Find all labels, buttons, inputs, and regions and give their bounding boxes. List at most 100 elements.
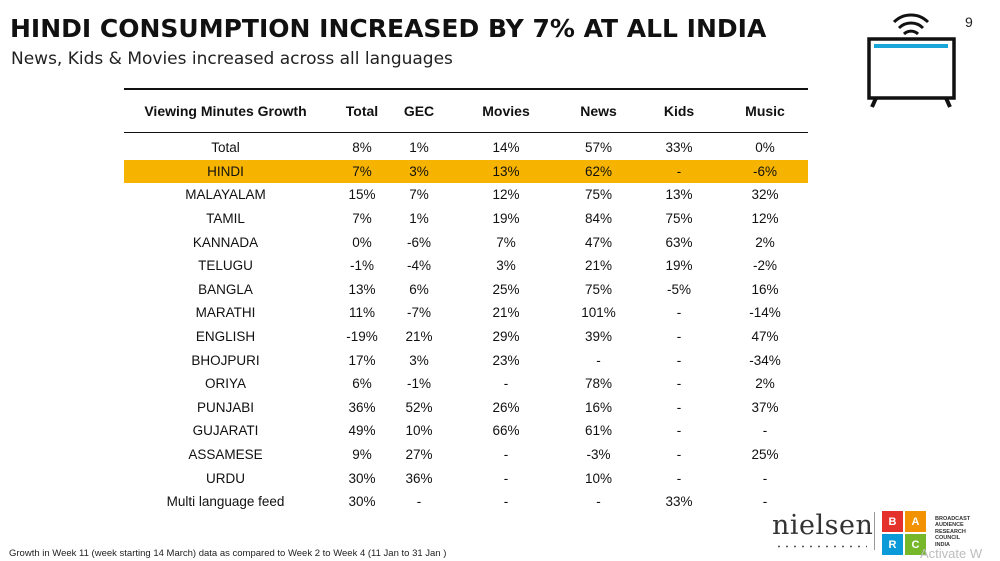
- table-cell: 16%: [584, 399, 613, 415]
- barc-letter-tile: A: [905, 511, 926, 532]
- growth-table: Viewing Minutes Growth Total GEC Movies …: [124, 88, 808, 514]
- table-cell: -: [676, 329, 682, 345]
- table-cell: 1%: [409, 140, 429, 156]
- table-row: TAMIL 7% 1% 19% 84% 75% 12%: [124, 207, 808, 231]
- table-cell: -: [762, 494, 768, 510]
- table-cell: 33%: [665, 494, 693, 510]
- table-row: ORIYA 6% -1% - 78% - 2%: [124, 372, 808, 396]
- table-cell: 66%: [492, 423, 520, 439]
- row-label: TELUGU: [198, 258, 253, 274]
- table-cell: -34%: [749, 352, 781, 368]
- table-cell: 13%: [665, 187, 693, 203]
- barc-letter-tile: B: [882, 511, 903, 532]
- table-cell: -1%: [349, 258, 374, 274]
- table-cell: 63%: [665, 234, 693, 250]
- table-cell: 26%: [492, 399, 520, 415]
- page-title: HINDI CONSUMPTION INCREASED BY 7% AT ALL…: [10, 14, 767, 43]
- row-label: ASSAMESE: [188, 447, 263, 463]
- table-cell: -6%: [752, 163, 777, 179]
- table-header-row: Viewing Minutes Growth Total GEC Movies …: [124, 90, 808, 132]
- table-cell: 57%: [584, 140, 613, 156]
- row-label: PUNJABI: [196, 399, 254, 415]
- table-cell: -: [676, 423, 682, 439]
- table-cell: 0%: [755, 140, 775, 156]
- table-cell: 37%: [751, 399, 779, 415]
- table-row: ENGLISH -19% 21% 29% 39% - 47%: [124, 325, 808, 349]
- table-cell: -5%: [666, 281, 691, 297]
- table-cell: -: [676, 163, 682, 179]
- table-cell: 27%: [405, 447, 433, 463]
- table-cell: -: [762, 470, 768, 486]
- row-label: Multi language feed: [166, 494, 285, 510]
- table-cell: 52%: [405, 399, 433, 415]
- table-cell: 75%: [584, 281, 613, 297]
- table-cell: 36%: [348, 399, 376, 415]
- table-cell: 19%: [492, 211, 520, 227]
- table-cell: -: [503, 494, 509, 510]
- table-cell: -: [503, 447, 509, 463]
- nielsen-logo-dots: [775, 545, 867, 548]
- table-top-rule: [124, 88, 808, 90]
- table-row: GUJARATI 49% 10% 66% 61% - -: [124, 419, 808, 443]
- barc-letter-tile: R: [882, 534, 903, 555]
- table-cell: 17%: [348, 352, 376, 368]
- table-cell: -: [676, 447, 682, 463]
- table-cell: 11%: [348, 305, 376, 321]
- table-cell: 19%: [665, 258, 693, 274]
- table-cell: 3%: [409, 352, 429, 368]
- barc-text-line: AUDIENCE: [935, 522, 964, 529]
- table-cell: -: [596, 494, 601, 510]
- table-cell: 101%: [581, 305, 616, 321]
- table-cell: 30%: [348, 494, 376, 510]
- table-row: Multi language feed 30% - - - 33% -: [124, 490, 808, 514]
- table-cell: 3%: [496, 258, 516, 274]
- table-cell: 13%: [348, 281, 376, 297]
- table-row-highlighted: HINDI 7% 3% 13% 62% - -6%: [124, 159, 808, 184]
- barc-logo-text: BROADCAST AUDIENCE RESEARCH COUNCIL INDIA: [935, 516, 970, 548]
- table-cell: -19%: [346, 329, 378, 345]
- logo-separator: [874, 512, 875, 550]
- row-label: KANNADA: [192, 234, 259, 250]
- column-header: Movies: [482, 103, 530, 119]
- table-cell: -: [676, 305, 682, 321]
- barc-text-line: BROADCAST: [935, 516, 971, 522]
- table-cell: 0%: [352, 234, 372, 250]
- table-cell: 12%: [751, 211, 779, 227]
- column-header: Total: [345, 103, 379, 119]
- tv-icon: [867, 13, 956, 108]
- table-cell: -2%: [752, 258, 777, 274]
- row-label: HINDI: [207, 163, 244, 179]
- table-cell: 7%: [409, 187, 429, 203]
- barc-text-line: INDIA: [935, 541, 950, 548]
- table-cell: 78%: [584, 376, 613, 392]
- table-row: BANGLA 13% 6% 25% 75% -5% 16%: [124, 278, 808, 302]
- row-label: ORIYA: [204, 376, 246, 392]
- table-cell: 32%: [751, 187, 779, 203]
- table-cell: -: [503, 376, 509, 392]
- table-cell: 9%: [352, 447, 372, 463]
- table-cell: 39%: [584, 329, 613, 345]
- table-cell: 21%: [492, 305, 520, 321]
- column-header: Music: [745, 103, 785, 119]
- table-cell: 61%: [584, 423, 613, 439]
- table-row: MALAYALAM 15% 7% 12% 75% 13% 32%: [124, 183, 808, 207]
- table-cell: 21%: [584, 258, 613, 274]
- activate-watermark: Activate W: [920, 546, 983, 561]
- table-cell: 25%: [751, 447, 779, 463]
- table-cell: 36%: [405, 470, 433, 486]
- column-header: News: [580, 103, 617, 119]
- row-label: GUJARATI: [192, 423, 259, 439]
- table-cell: 13%: [492, 163, 520, 179]
- table-body: Total 8% 1% 14% 57% 33% 0% HINDI 7% 3% 13% 62% - -6% M…: [124, 133, 808, 514]
- table-cell: -: [762, 423, 768, 439]
- row-label: TAMIL: [206, 211, 245, 227]
- table-header-rule: [124, 132, 808, 133]
- table-cell: -14%: [749, 305, 781, 321]
- table-cell: 10%: [584, 470, 613, 486]
- row-label: ENGLISH: [195, 329, 256, 345]
- table-cell: -3%: [586, 447, 611, 463]
- column-header: Kids: [663, 103, 695, 119]
- page-number: 9: [965, 14, 973, 30]
- table-cell: -: [676, 352, 682, 368]
- table-cell: -1%: [406, 376, 431, 392]
